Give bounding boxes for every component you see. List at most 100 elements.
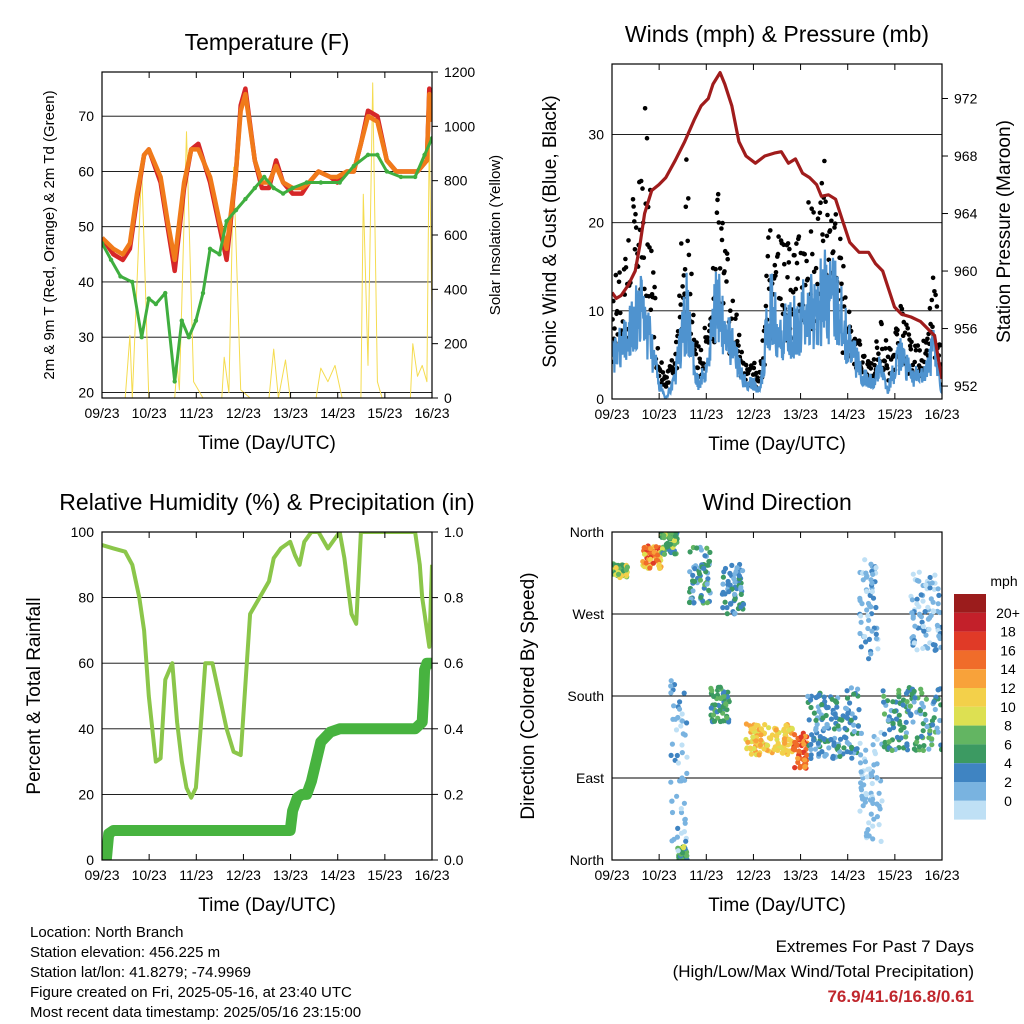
gust-point <box>669 358 675 363</box>
gust-point <box>733 316 738 322</box>
direction-point <box>815 740 821 746</box>
gust-point <box>907 343 913 349</box>
data-layer <box>612 532 942 860</box>
direction-point <box>613 565 619 571</box>
direction-point <box>687 549 693 555</box>
direction-point <box>929 580 935 586</box>
gust-point <box>739 349 744 355</box>
direction-point <box>647 556 654 563</box>
direction-point <box>831 742 837 748</box>
direction-point <box>786 727 793 733</box>
direction-point <box>677 778 683 784</box>
direction-point <box>866 656 872 662</box>
gust-point <box>651 270 656 275</box>
direction-point <box>667 535 673 541</box>
gust-point <box>908 347 914 352</box>
gust-point <box>917 348 922 353</box>
gust-point <box>796 234 802 239</box>
direction-point <box>711 712 717 718</box>
gust-point <box>905 326 910 331</box>
gust-point <box>689 271 694 277</box>
dewpoint-point <box>146 296 151 301</box>
gust-point <box>868 366 874 371</box>
x-tick-label: 11/23 <box>179 405 213 421</box>
direction-point <box>680 845 687 851</box>
gust-point <box>714 210 720 215</box>
direction-point <box>724 707 730 713</box>
x-tick-label: 12/23 <box>226 405 261 421</box>
gust-point <box>805 276 811 282</box>
colorbar-swatch <box>954 669 986 688</box>
direction-point <box>747 745 753 751</box>
direction-point <box>923 632 929 638</box>
direction-point <box>934 725 940 731</box>
direction-point <box>864 607 870 613</box>
x-tick-label: 12/23 <box>736 867 771 883</box>
gust-point <box>702 325 708 331</box>
direction-point <box>890 699 896 705</box>
direction-point <box>862 759 869 765</box>
dewpoint-point <box>318 180 324 185</box>
y-tick-label: 80 <box>78 590 94 606</box>
direction-point <box>815 693 821 700</box>
gust-point <box>728 308 733 314</box>
direction-point <box>659 546 666 552</box>
direction-point <box>711 718 718 724</box>
x-tick-label: 14/23 <box>320 867 355 883</box>
direction-point <box>673 727 680 733</box>
dewpoint-point <box>153 301 159 307</box>
direction-point <box>721 569 727 575</box>
gust-point <box>640 186 645 191</box>
colorbar-label: 14 <box>1000 661 1016 677</box>
direction-point <box>828 736 834 743</box>
gust-point <box>773 270 779 275</box>
y-tick-label: 60 <box>78 655 94 671</box>
direction-cluster <box>805 690 834 762</box>
direction-point <box>847 700 853 706</box>
direction-point <box>704 600 711 606</box>
direction-point <box>792 765 798 771</box>
y2-tick-label: 0.6 <box>444 655 464 671</box>
gust-point <box>680 284 685 289</box>
gust-point <box>684 157 689 162</box>
dewpoint-point <box>252 185 258 191</box>
direction-point <box>849 744 855 751</box>
gust-point <box>838 236 843 242</box>
direction-point <box>855 723 862 729</box>
direction-point <box>868 561 874 567</box>
direction-point <box>679 742 685 748</box>
gust-point <box>872 362 877 368</box>
gust-point <box>782 261 787 267</box>
direction-point <box>694 545 700 551</box>
gust-point <box>822 158 827 164</box>
direction-point <box>783 747 789 753</box>
gust-point <box>937 343 942 348</box>
dewpoint-point <box>271 185 276 191</box>
direction-point <box>682 816 688 822</box>
direction-point <box>784 723 790 729</box>
x-tick-label: 16/23 <box>924 406 959 422</box>
y-tick-label: 10 <box>588 303 604 319</box>
gust-point <box>775 251 781 257</box>
x-tick-label: 15/23 <box>877 406 912 422</box>
gust-point <box>824 233 830 239</box>
y2-axis-label: Solar Insolation (Yellow) <box>487 155 504 315</box>
direction-point <box>833 714 839 721</box>
y-tick-label: West <box>572 606 604 622</box>
direction-point <box>870 796 876 802</box>
direction-point <box>916 569 922 575</box>
direction-point <box>725 578 731 585</box>
direction-point <box>795 755 801 761</box>
gust-point <box>841 263 846 269</box>
gust-point <box>612 326 617 331</box>
plot-frame <box>611 531 943 861</box>
x-tick-label: 15/23 <box>367 405 402 421</box>
x-tick-label: 12/23 <box>736 406 771 422</box>
direction-point <box>924 723 930 730</box>
y-axis-label: Direction (Colored By Speed) <box>518 572 539 819</box>
direction-point <box>849 755 855 761</box>
direction-point <box>798 734 804 740</box>
direction-point <box>690 572 696 579</box>
direction-point <box>886 739 892 745</box>
x-tick-label: 10/23 <box>132 405 167 421</box>
